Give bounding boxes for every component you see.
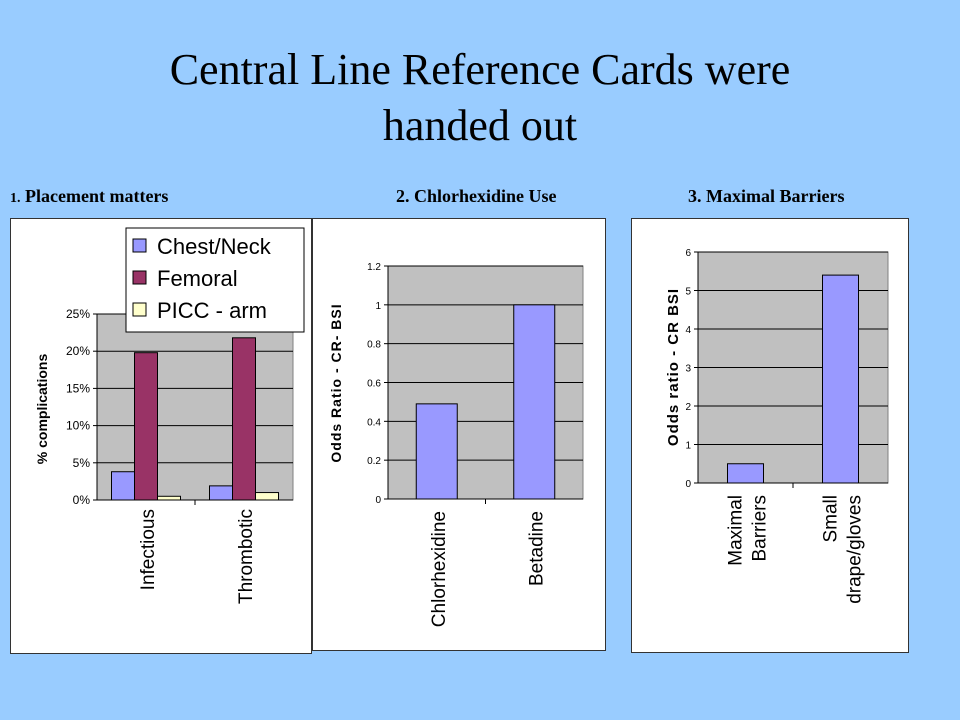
legend-label: Femoral	[157, 266, 238, 291]
legend-swatch	[132, 238, 147, 253]
y-tick-label: 0.6	[367, 379, 381, 390]
chart-panel-chlorhexidine: 0 0.2 0.4 0.6 0.8 1 1.2 Odds Ratio - CR- BSI Chl…	[312, 218, 606, 651]
y-tick-label: 2	[685, 402, 691, 413]
x-category-label: Infectious	[138, 509, 159, 590]
x-category-label: Barriers	[750, 495, 771, 562]
y-tick-label: 15%	[66, 381, 90, 395]
y-tick-label: 0	[375, 495, 381, 506]
x-category-label: Thrombotic	[236, 509, 257, 604]
bar	[209, 485, 233, 501]
x-category-label: Betadine	[526, 511, 547, 586]
x-category-label: drape/gloves	[845, 495, 866, 604]
y-tick-label: 25%	[66, 307, 90, 321]
y-tick-label: 5	[685, 287, 691, 298]
caption-chlorhexidine: 2. Chlorhexidine Use	[396, 186, 557, 206]
bar	[822, 274, 859, 484]
slide-title: Central Line Reference Cards were handed…	[0, 42, 960, 154]
legend-swatch	[132, 270, 147, 285]
plot-area	[96, 313, 294, 501]
x-category-label: Maximal	[726, 495, 747, 566]
bar	[111, 471, 135, 501]
bar	[727, 463, 764, 484]
bar	[255, 492, 279, 501]
bar	[232, 337, 256, 501]
x-category-label: Chlorhexidine	[429, 511, 450, 627]
legend-box	[125, 227, 305, 333]
slide-title-line1: Central Line Reference Cards were	[169, 45, 791, 94]
y-tick-label: 0	[685, 479, 691, 490]
bar	[157, 495, 181, 501]
caption-placement-number: 1.	[10, 191, 21, 206]
bar	[513, 304, 556, 500]
y-tick-label: 20%	[66, 344, 90, 358]
y-tick-label: 5%	[73, 456, 91, 470]
caption-placement: 1. Placement matters	[10, 186, 168, 207]
y-axis-label: Odds ratio - CR BSI	[665, 288, 682, 446]
bar	[134, 352, 158, 501]
bar	[415, 403, 458, 500]
chart-placement: 0% 5% 10% 15% 20% 25% % complications Infectiou…	[34, 227, 305, 604]
legend-swatch	[132, 302, 147, 317]
y-tick-label: 1	[375, 301, 381, 312]
caption-placement-text: Placement matters	[25, 186, 169, 206]
y-tick-label: 4	[685, 325, 691, 336]
chart-maximal-barriers: 0 1 2 3 4 5 6 Odds ratio - CR BSI Maximal Barrier…	[665, 248, 889, 604]
caption-maximal-barriers: 3. Maximal Barriers	[688, 186, 845, 206]
y-axis-label: Odds Ratio - CR- BSI	[328, 303, 344, 462]
chart-panel-maximal-barriers: 0 1 2 3 4 5 6 Odds ratio - CR BSI Maximal Barrier…	[631, 218, 909, 653]
y-tick-label: 3	[685, 364, 691, 375]
y-tick-label: 1.2	[367, 262, 381, 273]
legend-label: Chest/Neck	[157, 234, 272, 259]
y-tick-label: 10%	[66, 419, 90, 433]
y-tick-label: 0.4	[367, 417, 381, 428]
chart-chlorhexidine: 0 0.2 0.4 0.6 0.8 1 1.2 Odds Ratio - CR- BSI Chl…	[328, 262, 584, 627]
slide-title-line2: handed out	[382, 101, 578, 150]
y-tick-label: 6	[685, 248, 691, 259]
y-tick-label: 0%	[73, 493, 91, 507]
y-tick-label: 0.8	[367, 340, 381, 351]
y-axis-label: % complications	[34, 354, 50, 465]
y-tick-label: 0.2	[367, 456, 381, 467]
y-tick-label: 1	[685, 441, 691, 452]
legend-label: PICC - arm	[157, 298, 267, 323]
chart-panel-placement: 0% 5% 10% 15% 20% 25% % complications Infectiou…	[10, 218, 312, 654]
x-category-label: Small	[821, 495, 842, 543]
